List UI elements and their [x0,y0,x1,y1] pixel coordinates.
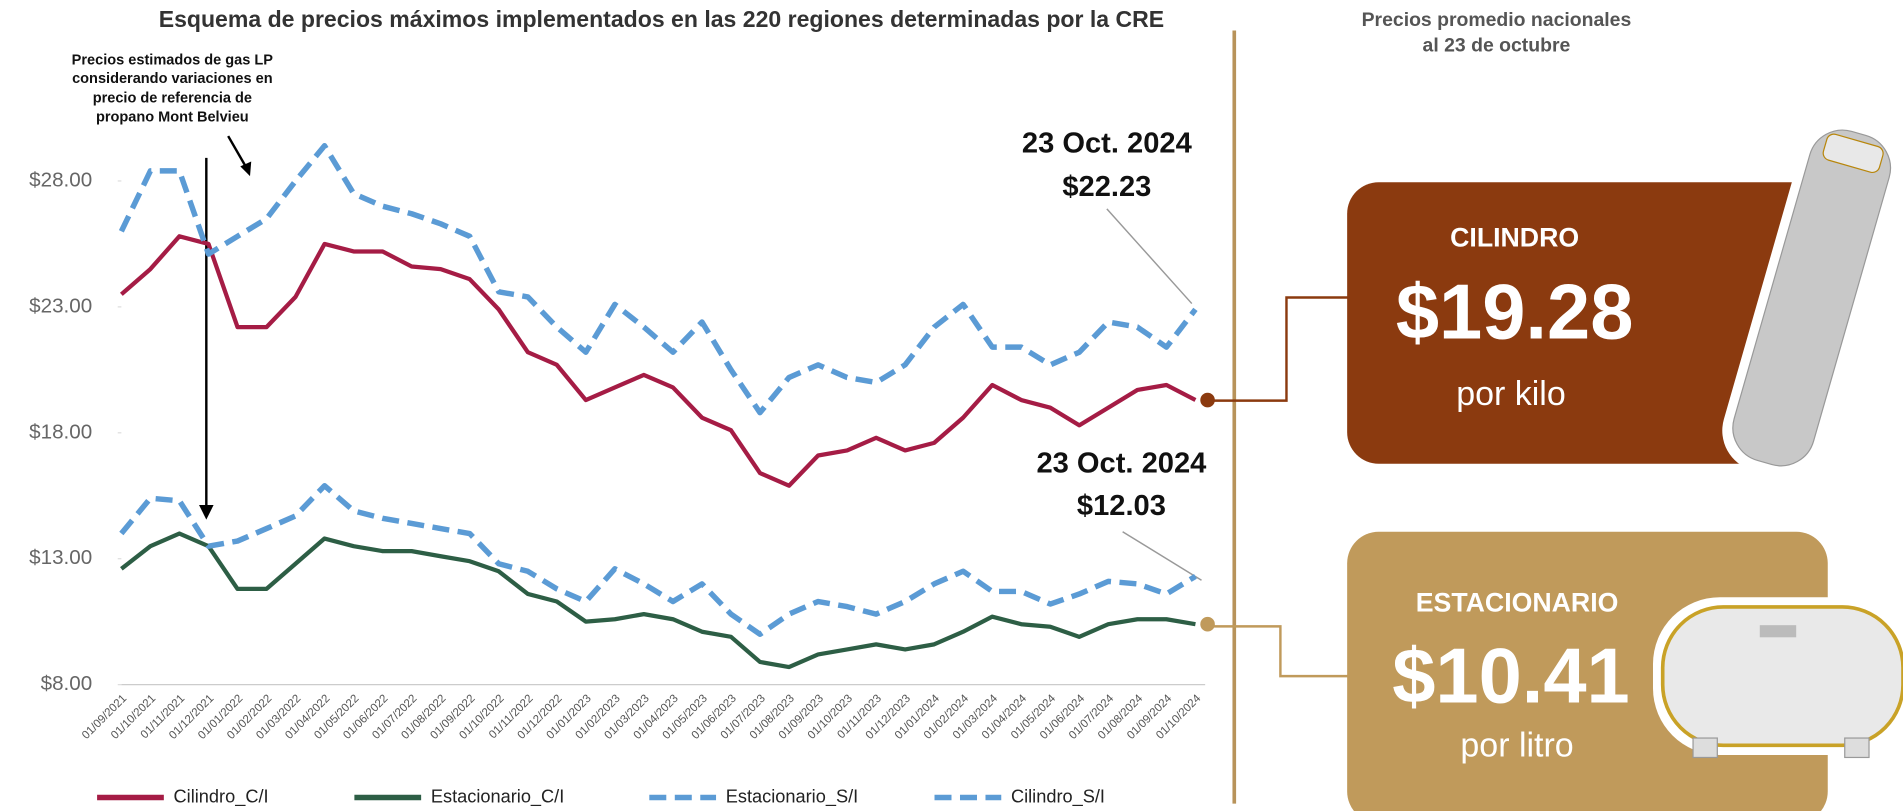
y-tick-label: $23.00 [29,294,92,317]
panel-title: Precios promedio nacionales [1362,9,1632,31]
y-tick-label: $28.00 [29,168,92,191]
card-price: $19.28 [1396,270,1634,356]
connector [1208,626,1350,676]
series-line [121,236,1195,485]
card-label: CILINDRO [1450,222,1579,252]
y-tick-label: $18.00 [29,420,92,443]
leader-line [1107,209,1192,304]
callout-arrow [228,136,246,168]
legend-label: Cilindro_C/I [174,786,269,807]
annotation: 23 Oct. 2024 [1022,127,1193,159]
card-unit: por litro [1460,727,1573,765]
end-marker [1200,617,1215,632]
y-tick-label: $8.00 [41,672,93,695]
tank-icon [1653,597,1903,757]
leader-line [1123,532,1202,581]
callout-text: considerando variaciones en [72,71,273,87]
series-line [121,486,1195,635]
panel-title: al 23 de octubre [1423,34,1571,56]
annotation: 23 Oct. 2024 [1036,448,1207,480]
annotation: $22.23 [1062,171,1151,203]
arrow-head [199,505,214,520]
legend-label: Estacionario_C/I [431,786,564,807]
end-marker [1200,393,1215,408]
callout-text: Precios estimados de gas LP [72,53,274,69]
chart-title: Esquema de precios máximos implementados… [159,6,1164,32]
callout-text: propano Mont Belvieu [96,110,249,126]
series-line [121,534,1195,668]
series-line [121,146,1195,413]
card-price: $10.41 [1392,634,1630,720]
annotation: $12.03 [1077,490,1166,522]
card-unit: por kilo [1456,375,1566,413]
legend-label: Estacionario_S/I [726,786,858,807]
arrow-head [240,162,251,177]
card-label: ESTACIONARIO [1416,588,1619,618]
page: Esquema de precios máximos implementados… [0,0,1903,811]
y-tick-label: $13.00 [29,546,92,569]
connector [1208,297,1350,400]
legend-label: Cilindro_S/I [1011,786,1105,807]
callout-text: precio de referencia de [93,90,252,106]
